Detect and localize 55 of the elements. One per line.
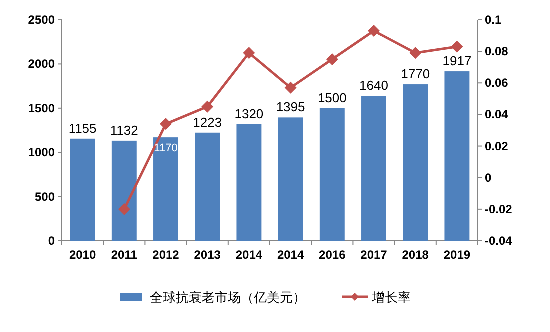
y-tick-label: 2500	[28, 13, 56, 27]
x-tick-label: 2016	[319, 248, 346, 262]
bar	[236, 124, 262, 241]
legend-label: 增长率	[371, 290, 411, 305]
bar	[70, 138, 96, 241]
point	[410, 47, 422, 60]
x-tick-label: 2018	[402, 248, 430, 262]
point	[368, 25, 380, 38]
data-label: 1770	[401, 66, 430, 82]
point	[118, 203, 130, 216]
data-label: 1170	[154, 142, 178, 155]
point	[451, 40, 464, 53]
x-tick-label: 2012	[152, 248, 180, 262]
data-label: 1320	[234, 106, 264, 122]
data-label: 1223	[193, 114, 222, 130]
bar	[195, 132, 220, 241]
point	[284, 82, 297, 94]
x-tick-label: 2017	[360, 248, 388, 262]
data-label: 1500	[318, 90, 347, 106]
x-tick-label: 2014	[236, 248, 263, 262]
x-tick-label: 2013	[194, 248, 222, 262]
data-label: 1132	[110, 122, 138, 138]
y2-tick-label: 0.04	[485, 108, 509, 122]
x-tick-label: 2014	[277, 248, 304, 262]
point	[202, 100, 214, 113]
point	[160, 118, 172, 130]
point	[243, 47, 256, 60]
point	[326, 53, 338, 66]
x-tick-label: 2010	[69, 248, 96, 262]
y2-tick-label: 0.02	[485, 139, 509, 154]
bar	[154, 138, 178, 241]
bar	[362, 96, 386, 241]
y2-tick-label: 0.06	[485, 76, 509, 90]
bar	[403, 84, 428, 241]
y2-tick-label: 0.08	[485, 44, 509, 59]
x-tick-label: 2011	[111, 248, 138, 262]
bar	[444, 72, 470, 241]
y-tick-label: 500	[34, 190, 56, 204]
y-tick-label: 0	[48, 234, 56, 248]
bar	[320, 108, 345, 241]
y-tick-label: 2000	[28, 57, 56, 72]
data-label: 1917	[442, 54, 472, 69]
data-label: 1155	[68, 120, 97, 136]
y2-tick-label: -0.04	[485, 234, 513, 248]
y-tick-label: 1000	[28, 146, 56, 160]
data-label: 1640	[360, 78, 388, 94]
y2-tick-label: 0.1	[485, 13, 502, 27]
legend-label: 全球抗衰老市场（亿美元）	[150, 290, 306, 305]
bar	[112, 140, 137, 241]
bar	[278, 118, 304, 241]
y2-tick-label: 0	[485, 170, 492, 185]
y2-tick-label: -0.02	[485, 202, 513, 216]
y-tick-label: 1500	[28, 101, 56, 116]
x-tick-label: 2019	[444, 248, 471, 262]
data-label: 1395	[276, 100, 306, 115]
